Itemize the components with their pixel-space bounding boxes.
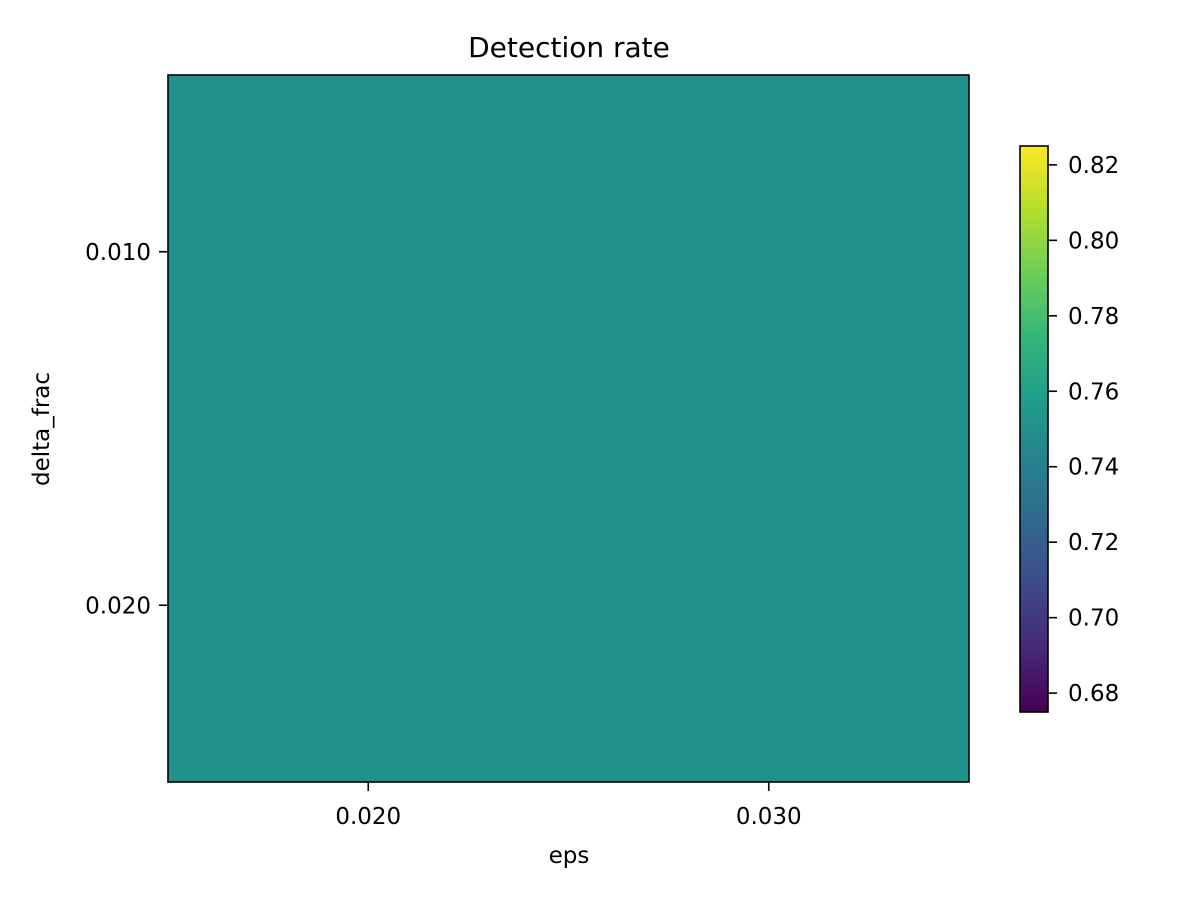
colorbar-tick-label: 0.70	[1068, 606, 1119, 632]
colorbar-frame	[1019, 145, 1049, 713]
heatmap-cells	[168, 75, 970, 783]
heatmap-cell	[168, 428, 569, 783]
colorbar-tick-label: 0.80	[1068, 228, 1119, 254]
y-tick-label: 0.010	[85, 240, 151, 266]
colorbar-tick-label: 0.74	[1068, 455, 1119, 481]
heatmap-cell	[168, 75, 569, 429]
x-tick-label: 0.030	[736, 804, 802, 830]
x-tick-label: 0.020	[335, 804, 401, 830]
y-axis-label: delta_frac	[29, 372, 55, 486]
heatmap-cell	[568, 75, 970, 429]
colorbar-gradient	[1020, 146, 1048, 712]
heatmap-cell	[568, 428, 970, 783]
x-axis-label: eps	[549, 843, 590, 869]
colorbar: 0.68 0.70 0.72 0.74 0.76 0.78 0.80 0.82	[1019, 145, 1119, 713]
chart-title: Detection rate	[468, 31, 670, 64]
plot-frame	[167, 74, 970, 783]
colorbar-tick-label: 0.72	[1068, 530, 1119, 556]
colorbar-ticks: 0.68 0.70 0.72 0.74 0.76 0.78 0.80 0.82	[1048, 153, 1119, 707]
x-axis-ticks: 0.020 0.030	[335, 782, 802, 830]
y-axis-ticks: 0.010 0.020	[85, 240, 168, 619]
colorbar-tick-label: 0.78	[1068, 304, 1119, 330]
colorbar-tick-label: 0.68	[1068, 681, 1119, 707]
colorbar-tick-label: 0.82	[1068, 153, 1119, 179]
colorbar-tick-label: 0.76	[1068, 379, 1119, 405]
y-tick-label: 0.020	[85, 593, 151, 619]
